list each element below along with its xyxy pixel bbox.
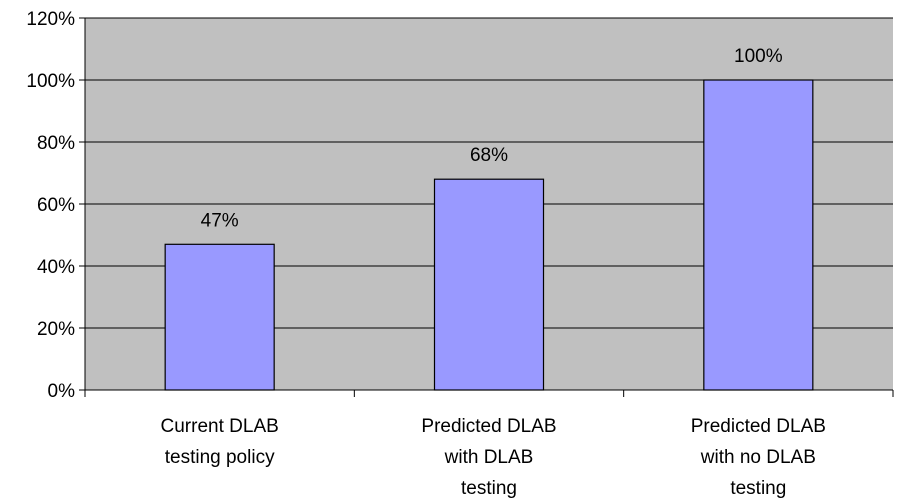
- x-tick-label-line: testing policy: [165, 447, 275, 468]
- y-tick-label: 100%: [26, 71, 75, 92]
- y-tick-label: 0%: [48, 381, 76, 402]
- data-label: 100%: [734, 46, 783, 67]
- x-tick-label-line: testing: [461, 478, 517, 499]
- y-tick-label: 80%: [37, 133, 75, 154]
- x-tick-label-line: with no DLAB: [700, 447, 816, 468]
- y-tick-label: 120%: [26, 9, 75, 30]
- axes: [79, 17, 894, 397]
- bar: [164, 243, 275, 391]
- y-tick-label: 60%: [37, 195, 75, 216]
- y-tick-label: 20%: [37, 319, 75, 340]
- x-tick-label-line: testing: [730, 478, 786, 499]
- x-tick-label: Predicted DLAB with no DLAB testing: [691, 416, 826, 499]
- data-label: 68%: [470, 145, 508, 166]
- x-tick-label-line: with DLAB: [444, 447, 534, 468]
- x-tick-label-line: Current DLAB: [161, 416, 279, 437]
- data-labels: 47% 68% 100%: [201, 46, 783, 231]
- x-tick-label: Predicted DLAB with DLAB testing: [421, 416, 556, 499]
- bar: [703, 79, 814, 391]
- bars: [164, 79, 814, 391]
- x-tick-label: Current DLAB testing policy: [161, 416, 279, 468]
- x-tick-label-line: Predicted DLAB: [691, 416, 826, 437]
- x-axis-category-labels: Current DLAB testing policy Predicted DLAB…: [161, 416, 826, 499]
- data-label: 47%: [201, 210, 239, 231]
- y-axis-tick-labels: 0% 20% 40% 60% 80% 100% 120%: [26, 9, 75, 402]
- bar: [433, 178, 545, 391]
- y-tick-label: 40%: [37, 257, 75, 278]
- x-tick-label-line: Predicted DLAB: [421, 416, 556, 437]
